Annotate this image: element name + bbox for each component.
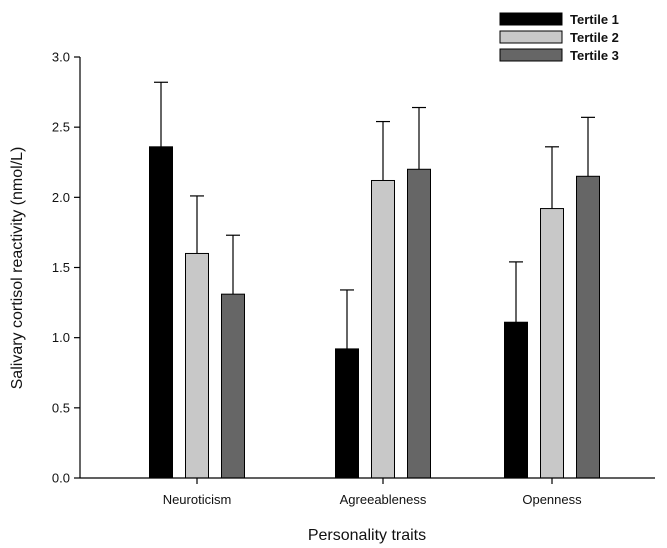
bar-tertile-1 xyxy=(149,146,173,479)
bar-tertile-1 xyxy=(335,348,359,479)
legend-item-tertile-3: Tertile 3 xyxy=(499,48,619,63)
y-axis-title: Salivary cortisol reactivity (nmol/L) xyxy=(9,147,26,390)
y-tick-label: 1.5 xyxy=(52,260,70,275)
y-tick-label: 0.5 xyxy=(52,400,70,415)
y-axis-ticks: 0.0 0.5 1.0 1.5 2.0 2.5 3.0 xyxy=(52,50,80,486)
bar-tertile-1 xyxy=(504,321,528,479)
y-tick-label: 1.0 xyxy=(52,330,70,345)
bar-group-openness xyxy=(504,116,600,479)
bar-group-neuroticism xyxy=(149,81,245,479)
bar-group-agreeableness xyxy=(335,106,431,479)
legend-item-tertile-2: Tertile 2 xyxy=(499,30,619,45)
legend-label: Tertile 1 xyxy=(570,12,619,27)
x-axis-title: Personality traits xyxy=(308,527,426,544)
y-tick-label: 0.0 xyxy=(52,471,70,486)
plot-area xyxy=(149,81,600,479)
y-tick-label: 2.0 xyxy=(52,190,70,205)
bar-tertile-2 xyxy=(371,179,395,479)
bar-tertile-2 xyxy=(185,252,209,479)
y-tick-label: 2.5 xyxy=(52,120,70,135)
y-tick-label: 3.0 xyxy=(52,50,70,65)
legend-swatch xyxy=(499,30,563,44)
x-axis-ticks: Neuroticism Agreeableness Openness xyxy=(163,478,582,507)
legend-label: Tertile 2 xyxy=(570,30,619,45)
legend-label: Tertile 3 xyxy=(570,48,619,63)
bar-tertile-2 xyxy=(540,208,564,479)
x-tick-label: Openness xyxy=(522,492,582,507)
x-tick-label: Neuroticism xyxy=(163,492,232,507)
legend-swatch xyxy=(499,12,563,26)
x-tick-label: Agreeableness xyxy=(340,492,427,507)
legend: Tertile 1 Tertile 2 Tertile 3 xyxy=(499,12,619,63)
bar-tertile-3 xyxy=(407,168,431,479)
legend-item-tertile-1: Tertile 1 xyxy=(499,12,619,27)
bar-tertile-3 xyxy=(221,293,245,479)
bar-tertile-3 xyxy=(576,175,600,479)
legend-swatch xyxy=(499,48,563,62)
